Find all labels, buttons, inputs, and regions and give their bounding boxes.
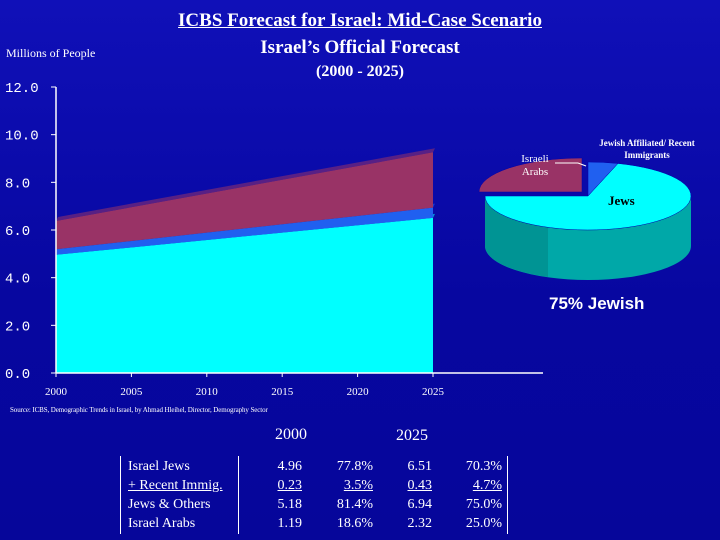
y-tick-label: 0.0: [5, 367, 30, 383]
table-cell: 4.96: [277, 459, 303, 474]
table-cell: 18.6%: [336, 516, 373, 531]
table-col-2000-values: 4.96 0.23 5.18 1.19: [268, 457, 303, 533]
table-cell: 6.94: [407, 497, 433, 512]
pie-chart: [478, 157, 692, 280]
pie-slice-2: [478, 157, 583, 193]
area-band-edge-2: [56, 148, 435, 221]
y-tick-label: 12.0: [5, 81, 39, 97]
table-cell: 70.3%: [465, 459, 502, 474]
table-cell: 3.5%: [343, 478, 373, 493]
table-cell: 75.0%: [465, 497, 502, 512]
table-row-label: Jews & Others: [128, 497, 211, 512]
table-cell: 81.4%: [336, 497, 373, 512]
y-tick-label: 10.0: [5, 129, 39, 145]
table-cell: 0.43: [407, 478, 433, 493]
table-row-label: Israel Arabs: [128, 516, 196, 531]
chart-years: (2000 - 2025): [316, 63, 404, 80]
x-tick-label: 2015: [271, 386, 294, 398]
y-tick-label: 6.0: [5, 224, 30, 240]
x-tick-label: 2020: [347, 386, 370, 398]
area-band-2: [56, 152, 433, 250]
table-cell: 4.7%: [472, 478, 502, 493]
area-band-1: [56, 207, 433, 255]
area-band-0: [56, 217, 433, 373]
pie-side-shade: [485, 196, 548, 277]
pie-leader-line: [577, 162, 587, 167]
y-tick-label: 8.0: [5, 176, 30, 192]
chart-axes: 12.0 10.0 8.0 6.0 4.0 2.0 0.0 2000 2005 2010 2015 2…: [5, 81, 543, 398]
table-col-2025-percent: 70.3% 4.7% 75.0% 25.0%: [450, 457, 502, 533]
table-cell: 2.32: [407, 516, 433, 531]
chart-title: ICBS Forecast for Israel: Mid-Case Scena…: [178, 10, 542, 31]
table-header-2000: 2000: [275, 426, 307, 443]
y-axis-label: Millions of People: [6, 46, 96, 60]
pie-slice-0: [484, 163, 692, 231]
table-divider: [238, 456, 239, 534]
table-header-2025: 2025: [396, 427, 428, 444]
pie-label-affiliated: Jewish Affiliated/ Recent Immigrants: [599, 138, 695, 160]
table-divider: [120, 456, 121, 534]
table-col-2025-values: 6.51 0.43 6.94 2.32: [396, 457, 433, 533]
table-row-label: Israel Jews: [128, 459, 190, 474]
table-cell: 5.18: [277, 497, 303, 512]
table-row-labels: Israel Jews + Recent Immig. Jews & Other…: [128, 457, 223, 533]
x-tick-label: 2005: [120, 386, 143, 398]
table-cell: 1.19: [277, 516, 303, 531]
table-cell: 25.0%: [465, 516, 502, 531]
table-divider: [507, 456, 508, 534]
pie-caption: 75% Jewish: [549, 294, 645, 313]
x-tick-label: 2010: [196, 386, 219, 398]
table-cell: 0.23: [277, 478, 303, 493]
table-cell: 6.51: [407, 459, 433, 474]
chart-subtitle: Israel’s Official Forecast: [260, 37, 460, 58]
table-col-2000-percent: 77.8% 3.5% 81.4% 18.6%: [318, 457, 373, 533]
y-tick-label: 4.0: [5, 272, 30, 288]
table-cell: 77.8%: [336, 459, 373, 474]
pie-label-jews: Jews: [608, 193, 635, 208]
pie-label-arabs: Israeli Arabs: [521, 153, 549, 178]
area-chart: [56, 148, 435, 373]
y-tick-label: 2.0: [5, 319, 30, 335]
x-tick-label: 2000: [45, 386, 68, 398]
x-tick-label: 2025: [422, 386, 445, 398]
source-note: Source: ICBS, Demographic Trends in Isra…: [10, 406, 268, 414]
table-row-label: + Recent Immig.: [128, 478, 223, 493]
